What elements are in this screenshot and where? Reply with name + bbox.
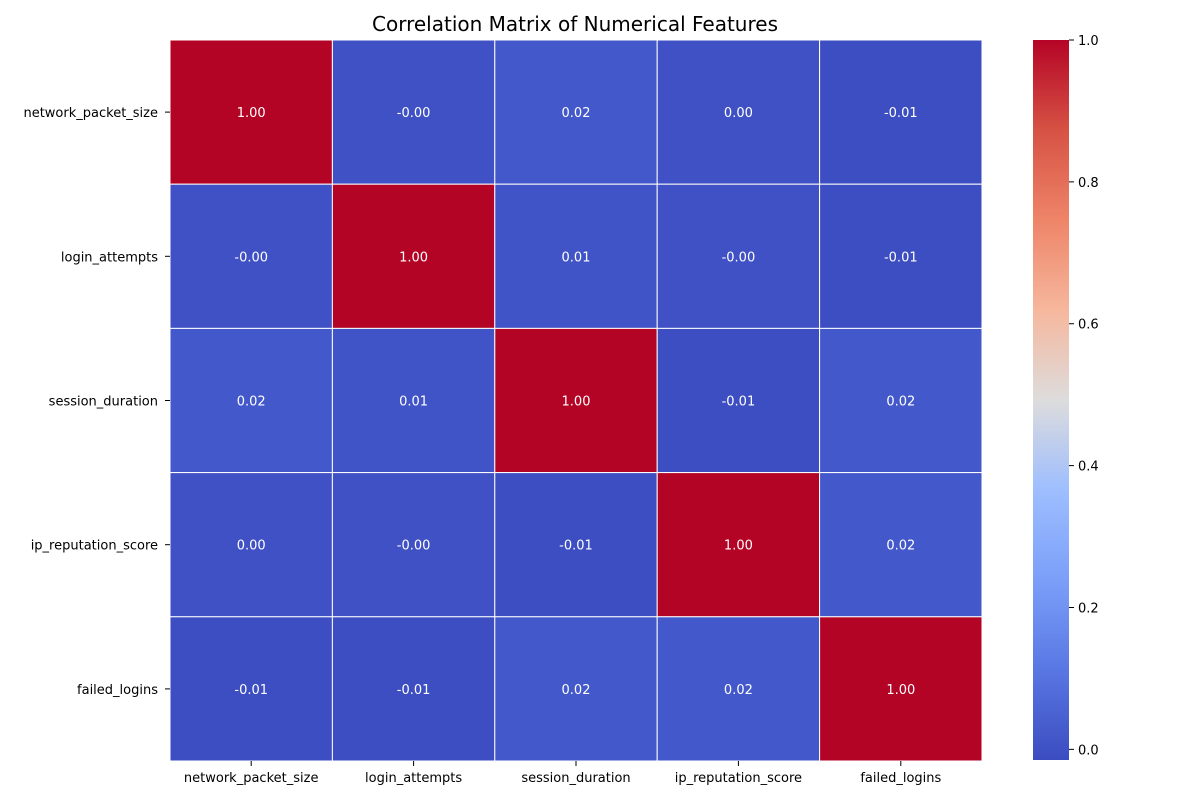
heatmap-cell — [331, 616, 496, 762]
x-tick-label: login_attempts — [365, 771, 462, 786]
cell-value-label: -0.01 — [884, 250, 918, 265]
cell-value-label: 0.01 — [562, 250, 591, 265]
colorbar-gradient — [1033, 40, 1069, 760]
x-tick-label: failed_logins — [860, 771, 941, 786]
cell-value-label: -0.00 — [722, 250, 756, 265]
heatmap-cell — [494, 472, 658, 618]
heatmap-cell — [331, 183, 496, 329]
colorbar-tick-label: 0.0 — [1078, 743, 1099, 758]
cell-value-label: 0.02 — [562, 683, 591, 698]
heatmap-cell — [656, 39, 821, 185]
y-tick-label: ip_reputation_score — [31, 539, 158, 554]
y-tick-label: failed_logins — [77, 683, 158, 698]
cell-value-label: -0.01 — [722, 395, 756, 410]
cell-value-label: 1.00 — [237, 106, 266, 121]
heatmap-cell — [656, 327, 821, 474]
x-axis: network_packet_size login_attempts session… — [184, 761, 942, 786]
cell-value-label: 0.00 — [724, 106, 753, 121]
heatmap-cell — [331, 472, 496, 618]
cell-value-label: 0.02 — [237, 395, 266, 410]
colorbar: 0.0 0.2 0.4 0.6 0.8 1.0 — [1033, 34, 1099, 760]
heatmap-cell — [494, 616, 658, 762]
cell-value-label: 0.02 — [562, 106, 591, 121]
y-axis: network_packet_size login_attemptssession… — [23, 106, 170, 698]
cell-value-label: -0.01 — [884, 106, 918, 121]
colorbar-tick-label: 0.4 — [1078, 460, 1099, 475]
colorbar-tick-label: 0.8 — [1078, 176, 1099, 191]
cell-value-label: -0.01 — [559, 539, 593, 554]
y-tick-label: network_packet_size — [23, 106, 158, 121]
cell-value-label: -0.00 — [397, 539, 431, 554]
x-tick-label: ip_reputation_score — [675, 771, 802, 786]
cell-value-label: -0.01 — [397, 683, 431, 698]
cell-value-label: 1.00 — [562, 395, 591, 410]
heatmap-cell — [169, 616, 333, 762]
heatmap-cells: 1.00 -0.00 0.02 0.00 -0.01 -0.00 1.00 0.01 -0.00… — [169, 39, 983, 762]
cell-value-label: -0.00 — [234, 250, 268, 265]
y-tick-label: session_duration — [49, 395, 158, 410]
heatmap-cell — [819, 39, 983, 185]
heatmap-cell — [494, 327, 658, 474]
heatmap-cell — [169, 39, 333, 185]
heatmap-cell — [494, 183, 658, 329]
heatmap-cell — [819, 327, 983, 474]
cell-value-label: 1.00 — [724, 539, 753, 554]
heatmap-cell — [494, 39, 658, 185]
colorbar-ticks: 0.0 0.2 0.4 0.6 0.8 1.0 — [1069, 34, 1099, 758]
chart-title: Correlation Matrix of Numerical Features — [372, 12, 778, 36]
colorbar-tick-label: 1.0 — [1078, 34, 1099, 49]
heatmap-cell — [656, 472, 821, 618]
heatmap-cell — [331, 39, 496, 185]
cell-value-label: -0.01 — [234, 683, 268, 698]
cell-value-label: 1.00 — [886, 683, 915, 698]
x-tick-label: session_duration — [521, 771, 630, 786]
cell-value-label: 0.01 — [399, 395, 428, 410]
heatmap-cell — [819, 183, 983, 329]
heatmap-cell — [819, 472, 983, 618]
y-tick-label: login_attempts — [61, 250, 158, 265]
cell-value-label: 0.02 — [886, 539, 915, 554]
colorbar-tick-label: 0.2 — [1078, 601, 1099, 616]
heatmap-cell — [819, 616, 983, 762]
cell-value-label: -0.00 — [397, 106, 431, 121]
cell-value-label: 0.02 — [886, 395, 915, 410]
cell-value-label: 0.02 — [724, 683, 753, 698]
x-tick-label: network_packet_size — [184, 771, 319, 786]
heatmap-cell — [331, 327, 496, 474]
colorbar-tick-label: 0.6 — [1078, 318, 1099, 333]
cell-value-label: 0.00 — [237, 539, 266, 554]
cell-value-label: 1.00 — [399, 250, 428, 265]
heatmap-cell — [169, 183, 333, 329]
